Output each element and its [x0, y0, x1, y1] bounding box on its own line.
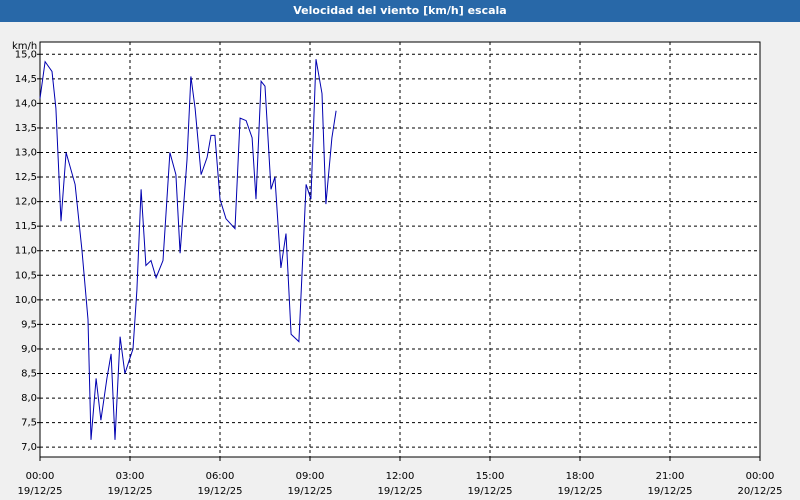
y-tick-label: 8,5: [21, 369, 37, 380]
y-tick-label: 8,0: [21, 393, 37, 404]
y-tick-label: 12,0: [15, 197, 37, 208]
x-tick-label: 09:00 19/12/25: [287, 471, 333, 497]
x-tick-label: 00:00 20/12/25: [737, 471, 783, 497]
y-tick-label: 10,5: [15, 270, 37, 281]
y-tick-label: 7,0: [21, 442, 37, 453]
title-bar: Velocidad del viento [km/h] escala: [0, 0, 800, 22]
y-tick-label: 9,0: [21, 344, 37, 355]
y-tick-label: 15,0: [15, 49, 37, 60]
y-tick-label: 10,0: [15, 295, 37, 306]
x-tick-label: 03:00 19/12/25: [107, 471, 153, 497]
y-tick-label: 12,5: [15, 172, 37, 183]
x-tick-label: 21:00 19/12/25: [647, 471, 693, 497]
x-tick-label: 15:00 19/12/25: [467, 471, 513, 497]
x-tick-label: 12:00 19/12/25: [377, 471, 423, 497]
data-line: [39, 59, 337, 440]
x-tick-label: 00:00 19/12/25: [17, 471, 63, 497]
plot-area: [39, 41, 761, 458]
y-tick-label: 14,0: [15, 98, 37, 109]
y-tick-label: 7,5: [21, 418, 37, 429]
y-tick-label: 11,0: [15, 246, 37, 257]
x-tick-label: 06:00 19/12/25: [197, 471, 243, 497]
y-tick-label: 11,5: [15, 221, 37, 232]
y-tick-label: 13,0: [15, 148, 37, 159]
y-axis-label: km/h: [12, 41, 37, 52]
y-tick-label: 9,5: [21, 319, 37, 330]
y-tick-label: 13,5: [15, 123, 37, 134]
y-tick-label: 14,5: [15, 74, 37, 85]
x-tick-label: 18:00 19/12/25: [557, 471, 603, 497]
